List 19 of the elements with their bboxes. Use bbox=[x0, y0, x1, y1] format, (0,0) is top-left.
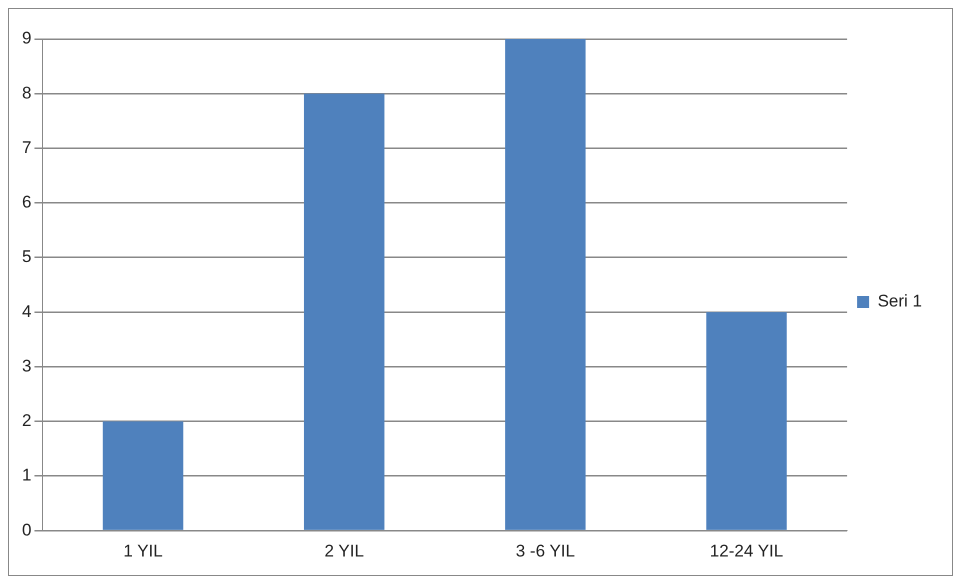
y-tick-label: 1 bbox=[22, 466, 32, 485]
x-tick-label: 1 YIL bbox=[123, 541, 163, 560]
bar bbox=[304, 94, 384, 530]
x-tick-label: 2 YIL bbox=[324, 541, 364, 560]
y-tick-label: 8 bbox=[22, 83, 32, 102]
bar bbox=[102, 421, 184, 530]
y-tick-label: 5 bbox=[22, 247, 32, 266]
bar bbox=[706, 312, 787, 530]
y-tick-label: 6 bbox=[22, 192, 32, 212]
legend-label: Seri 1 bbox=[878, 292, 922, 311]
y-tick-label: 7 bbox=[22, 138, 32, 157]
y-tick-label: 3 bbox=[22, 356, 32, 376]
x-tick-label: 12-24 YIL bbox=[710, 541, 784, 560]
y-tick-label: 2 bbox=[22, 411, 32, 430]
x-tick-label: 3 -6 YIL bbox=[516, 541, 575, 560]
y-tick-label: 9 bbox=[22, 28, 32, 48]
y-tick-label: 0 bbox=[22, 520, 32, 540]
bar bbox=[505, 39, 586, 530]
y-tick-label: 4 bbox=[22, 302, 32, 321]
